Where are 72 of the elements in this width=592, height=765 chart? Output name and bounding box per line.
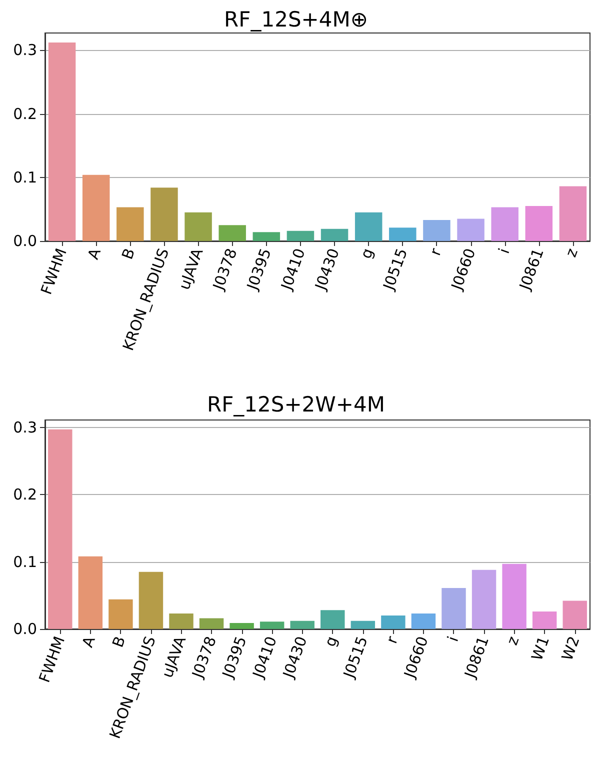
bar	[230, 622, 254, 629]
x-tick-label: J0660	[447, 246, 480, 294]
x-tick-label: A	[78, 633, 100, 650]
x-tick-label: r	[426, 245, 446, 258]
x-tick-label: A	[84, 245, 105, 262]
x-tick-label: uJAVA	[175, 245, 207, 292]
x-tick-label: J0410	[248, 634, 281, 682]
bar	[78, 556, 103, 629]
chart-title: RF_12S+4M⊕	[224, 8, 368, 32]
y-tick-label: 0.1	[13, 168, 37, 186]
y-tick-label: 0.3	[13, 41, 37, 60]
bar	[320, 610, 345, 629]
bar	[442, 588, 466, 629]
x-tick-label: J0395	[243, 246, 275, 294]
bar	[138, 572, 164, 629]
x-tick-label: i	[494, 246, 514, 256]
x-tick-label: J0515	[340, 634, 372, 682]
bar	[82, 174, 110, 241]
chart-title: RF_12S+2W+4M	[206, 392, 386, 416]
bar	[354, 212, 382, 241]
bar	[525, 206, 553, 241]
bar	[290, 620, 314, 629]
x-tick-label: J0378	[208, 246, 241, 294]
bar	[116, 207, 144, 241]
bar	[218, 225, 246, 241]
bar	[286, 230, 314, 241]
x-tick-label: J0395	[218, 634, 250, 682]
x-tick-label: J0515	[379, 246, 412, 294]
x-tick-label: z	[562, 246, 582, 260]
bar	[48, 42, 76, 241]
bar	[502, 564, 526, 629]
bar	[411, 614, 436, 629]
bar	[169, 614, 194, 629]
bar	[532, 612, 557, 629]
bar	[199, 618, 224, 629]
x-tick-label: J0410	[277, 246, 309, 294]
x-tick-label: W1	[528, 634, 554, 663]
x-tick-label: J0430	[278, 634, 311, 682]
bar	[562, 600, 587, 629]
bar	[381, 616, 406, 629]
x-tick-label: J0861	[460, 634, 492, 682]
x-tick-label: J0660	[400, 634, 432, 682]
bar	[108, 599, 133, 629]
x-tick-label: J0861	[516, 246, 548, 294]
bar	[389, 228, 416, 241]
bar	[150, 188, 178, 241]
x-tick-label: g	[320, 634, 342, 650]
bar	[252, 232, 280, 241]
x-tick-label: uJAVA	[158, 633, 190, 680]
y-tick-label: 0.3	[13, 418, 37, 436]
x-tick-label: W2	[558, 634, 584, 663]
x-tick-label: J0430	[311, 246, 343, 294]
y-tick-label: 0.1	[13, 552, 37, 571]
bar	[423, 220, 450, 241]
bar	[457, 218, 484, 241]
x-tick-label: r	[382, 633, 402, 646]
x-tick-label: J0378	[188, 634, 220, 682]
x-tick-label: i	[444, 634, 462, 644]
x-tick-label: z	[503, 634, 523, 648]
y-tick-label: 0.0	[13, 232, 37, 250]
bar	[559, 186, 587, 241]
y-tick-label: 0.0	[13, 620, 37, 638]
x-tick-label: g	[356, 246, 378, 262]
y-tick-label: 0.2	[13, 104, 37, 123]
bar	[320, 228, 348, 241]
bar	[350, 620, 376, 629]
bar	[472, 570, 496, 629]
bar	[184, 212, 212, 241]
bar	[260, 622, 284, 629]
bar	[48, 429, 72, 629]
bar	[491, 207, 518, 241]
y-tick-label: 0.2	[13, 486, 37, 504]
